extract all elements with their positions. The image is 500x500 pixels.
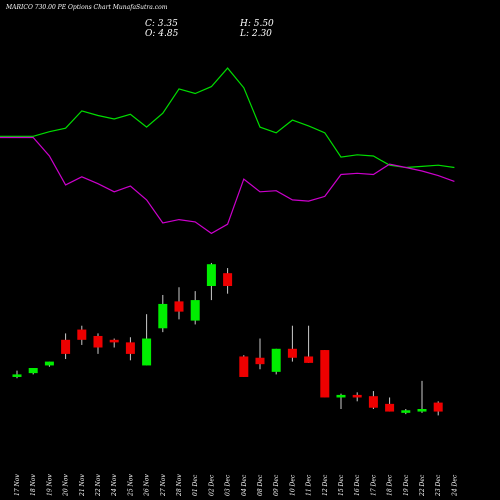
candle-body [190,300,200,321]
candle [44,361,54,367]
candle-body [320,350,330,398]
candle-body [125,342,135,354]
x-axis-ticks: 17 Nov 18 Nov 19 Nov 20 Nov 21 Nov 22 Nov 24 N… [14,474,458,497]
candle-body [12,374,22,377]
candle [158,294,168,333]
x-tick-label: 10 Dec [289,474,296,496]
candle [271,348,281,375]
x-tick-label: 22 Nov [95,474,102,497]
candle-body [433,402,443,412]
candle [287,325,297,362]
candle [223,268,233,294]
candle [433,401,443,416]
candle-body [385,403,395,412]
candle [93,333,103,354]
x-tick-label: 02 Dec [208,474,215,496]
indicator-line-1 [0,67,455,169]
candle-body [28,368,38,374]
candle [368,391,378,409]
candle [352,392,362,402]
candle-body [304,356,314,363]
candle-body [255,357,265,365]
candle-body [206,264,216,286]
candle-body [401,410,411,413]
candle-body [336,394,346,398]
candle [206,262,216,301]
low-value: L: 2.30 [240,29,272,39]
candles [12,262,443,416]
x-tick-label: 17 Nov [14,474,21,496]
x-tick-label: 19 Nov [46,474,53,496]
x-tick-label: 15 Dec [338,474,345,496]
candle-body [158,303,168,329]
candle [12,370,22,379]
x-tick-label: 09 Dec [273,474,280,496]
candle-body [223,273,233,286]
x-tick-label: 16 Dec [354,474,361,496]
indicator-lines [0,67,455,235]
x-tick-label: 23 Dec [435,474,442,497]
x-tick-label: 11 Dec [306,474,313,496]
candle-body [271,348,281,372]
candle [336,393,346,409]
candle [320,350,330,398]
candle [142,314,152,366]
candle-body [109,339,119,343]
x-tick-label: 25 Nov [127,474,134,497]
x-tick-label: 04 Dec [241,474,248,496]
x-tick-label: 27 Nov [160,474,167,497]
candle-body [61,339,71,354]
x-tick-label: 20 Nov [63,474,70,497]
candle [239,355,249,377]
candle-body [77,329,87,340]
x-tick-label: 17 Dec [370,474,377,496]
candle-body [287,348,297,358]
candle [304,325,314,363]
candle-body [142,338,152,366]
x-tick-label: 24 Nov [111,474,118,497]
candle [125,337,135,361]
x-tick-label: 24 Dec [451,474,458,497]
candle [401,409,411,415]
candle-body [174,301,184,312]
candle [385,397,395,412]
x-tick-label: 08 Dec [257,474,264,496]
x-tick-label: 03 Dec [225,474,232,496]
chart-title: MARICO 730.00 PE Options Chart MunafaSut… [6,4,168,11]
candle [174,287,184,320]
x-tick-label: 22 Dec [419,474,426,497]
candle-body [239,356,249,377]
x-tick-label: 28 Nov [176,474,183,497]
candle-body [352,394,362,398]
candle [109,338,119,348]
x-tick-label: 21 Nov [79,474,86,497]
candle-body [93,335,103,348]
candle [255,338,265,370]
candle [77,325,87,345]
x-tick-label: 12 Dec [322,474,329,496]
candle [417,380,427,413]
candle-body [44,361,54,366]
x-tick-label: 19 Dec [403,474,410,496]
candle-body [417,409,427,412]
x-tick-label: 18 Nov [30,474,37,496]
indicator-line-2 [0,136,455,235]
candle [28,368,38,375]
x-tick-label: 18 Dec [387,474,394,496]
high-value: H: 5.50 [240,19,274,29]
x-tick-label: 26 Nov [144,474,151,497]
candle [61,333,71,360]
candle-body [368,396,378,408]
x-tick-label: 01 Dec [192,474,199,496]
open-value: O: 4.85 [145,29,179,39]
close-value: C: 3.35 [145,19,178,29]
candle [190,291,200,325]
